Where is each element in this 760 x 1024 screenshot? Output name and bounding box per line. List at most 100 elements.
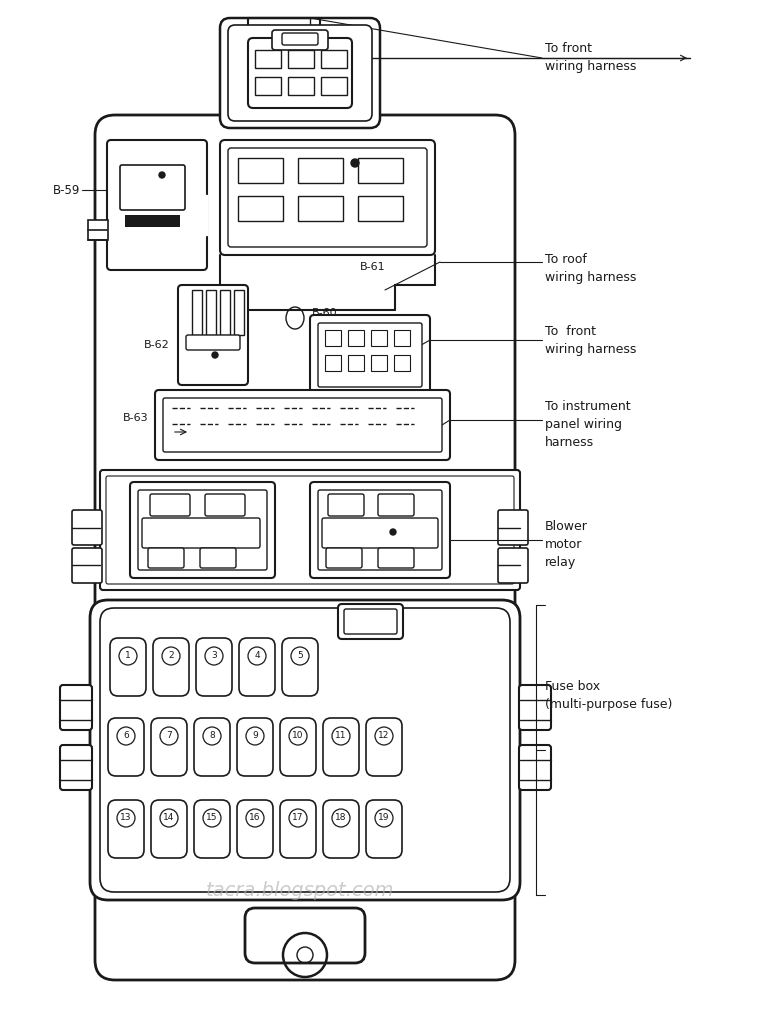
FancyBboxPatch shape <box>60 685 92 730</box>
Circle shape <box>159 172 165 178</box>
Text: 12: 12 <box>378 731 390 740</box>
FancyBboxPatch shape <box>142 518 260 548</box>
Text: 16: 16 <box>249 813 261 822</box>
Text: B-60: B-60 <box>312 308 337 318</box>
FancyBboxPatch shape <box>322 518 438 548</box>
Bar <box>321 77 347 95</box>
Text: 19: 19 <box>378 813 390 822</box>
Bar <box>348 330 364 346</box>
FancyBboxPatch shape <box>326 548 362 568</box>
Circle shape <box>351 159 359 167</box>
Text: 17: 17 <box>293 813 304 822</box>
FancyBboxPatch shape <box>90 600 520 900</box>
FancyBboxPatch shape <box>378 548 414 568</box>
FancyBboxPatch shape <box>148 548 184 568</box>
FancyBboxPatch shape <box>344 609 397 634</box>
FancyBboxPatch shape <box>108 718 144 776</box>
FancyBboxPatch shape <box>200 548 236 568</box>
FancyBboxPatch shape <box>519 745 551 790</box>
FancyBboxPatch shape <box>378 494 414 516</box>
Bar <box>371 330 387 346</box>
Bar <box>255 77 281 95</box>
FancyBboxPatch shape <box>366 800 402 858</box>
Bar <box>325 330 341 346</box>
Circle shape <box>212 352 218 358</box>
Text: 7: 7 <box>166 731 172 740</box>
FancyBboxPatch shape <box>272 30 328 50</box>
FancyBboxPatch shape <box>282 33 318 45</box>
FancyBboxPatch shape <box>120 165 185 210</box>
FancyBboxPatch shape <box>106 476 514 584</box>
FancyBboxPatch shape <box>138 490 267 570</box>
FancyBboxPatch shape <box>280 718 316 776</box>
FancyBboxPatch shape <box>318 490 442 570</box>
FancyBboxPatch shape <box>178 285 248 385</box>
FancyBboxPatch shape <box>194 718 230 776</box>
FancyBboxPatch shape <box>110 638 146 696</box>
Text: B-62: B-62 <box>144 340 170 350</box>
Text: B-63: B-63 <box>122 413 148 423</box>
FancyBboxPatch shape <box>498 548 528 583</box>
Text: 3: 3 <box>211 651 217 660</box>
Text: 8: 8 <box>209 731 215 740</box>
Text: Blower
motor
relay: Blower motor relay <box>545 520 588 569</box>
Bar <box>325 355 341 371</box>
Bar <box>234 290 244 335</box>
Text: To roof
wiring harness: To roof wiring harness <box>545 253 636 284</box>
Bar <box>220 290 230 335</box>
Bar <box>288 50 314 68</box>
FancyBboxPatch shape <box>366 718 402 776</box>
FancyBboxPatch shape <box>95 115 515 980</box>
FancyBboxPatch shape <box>150 494 190 516</box>
Text: 18: 18 <box>335 813 347 822</box>
Text: 1: 1 <box>125 651 131 660</box>
FancyBboxPatch shape <box>60 745 92 790</box>
FancyBboxPatch shape <box>72 548 102 583</box>
Text: 10: 10 <box>293 731 304 740</box>
FancyBboxPatch shape <box>100 470 520 590</box>
Text: tacra.blogspot.com: tacra.blogspot.com <box>206 881 394 899</box>
FancyBboxPatch shape <box>205 494 245 516</box>
FancyBboxPatch shape <box>151 800 187 858</box>
FancyBboxPatch shape <box>519 685 551 730</box>
FancyBboxPatch shape <box>194 800 230 858</box>
Text: B-61: B-61 <box>360 262 385 272</box>
FancyBboxPatch shape <box>72 510 102 545</box>
FancyBboxPatch shape <box>108 800 144 858</box>
FancyBboxPatch shape <box>323 800 359 858</box>
Text: 15: 15 <box>206 813 218 822</box>
FancyBboxPatch shape <box>338 604 403 639</box>
FancyBboxPatch shape <box>228 25 372 121</box>
Text: 6: 6 <box>123 731 129 740</box>
FancyBboxPatch shape <box>100 608 510 892</box>
Text: To instrument
panel wiring
harness: To instrument panel wiring harness <box>545 400 631 449</box>
FancyBboxPatch shape <box>310 482 450 578</box>
Text: 13: 13 <box>120 813 131 822</box>
FancyBboxPatch shape <box>498 510 528 545</box>
Text: 11: 11 <box>335 731 347 740</box>
Bar <box>88 220 108 240</box>
Bar <box>125 215 180 227</box>
FancyBboxPatch shape <box>220 18 380 128</box>
FancyBboxPatch shape <box>310 315 430 395</box>
Text: To  front
wiring harness: To front wiring harness <box>545 325 636 356</box>
FancyBboxPatch shape <box>151 718 187 776</box>
FancyBboxPatch shape <box>153 638 189 696</box>
Bar <box>192 290 202 335</box>
FancyBboxPatch shape <box>280 800 316 858</box>
FancyBboxPatch shape <box>245 908 365 963</box>
FancyBboxPatch shape <box>163 398 442 452</box>
Text: 2: 2 <box>168 651 174 660</box>
Circle shape <box>390 529 396 535</box>
Text: 14: 14 <box>163 813 175 822</box>
Text: 5: 5 <box>297 651 303 660</box>
FancyBboxPatch shape <box>220 140 435 255</box>
Bar <box>348 355 364 371</box>
Text: To front
wiring harness: To front wiring harness <box>545 42 636 73</box>
Bar <box>255 50 281 68</box>
FancyBboxPatch shape <box>107 140 207 270</box>
Text: B-59: B-59 <box>52 183 80 197</box>
FancyBboxPatch shape <box>318 323 422 387</box>
FancyBboxPatch shape <box>237 800 273 858</box>
FancyBboxPatch shape <box>196 638 232 696</box>
